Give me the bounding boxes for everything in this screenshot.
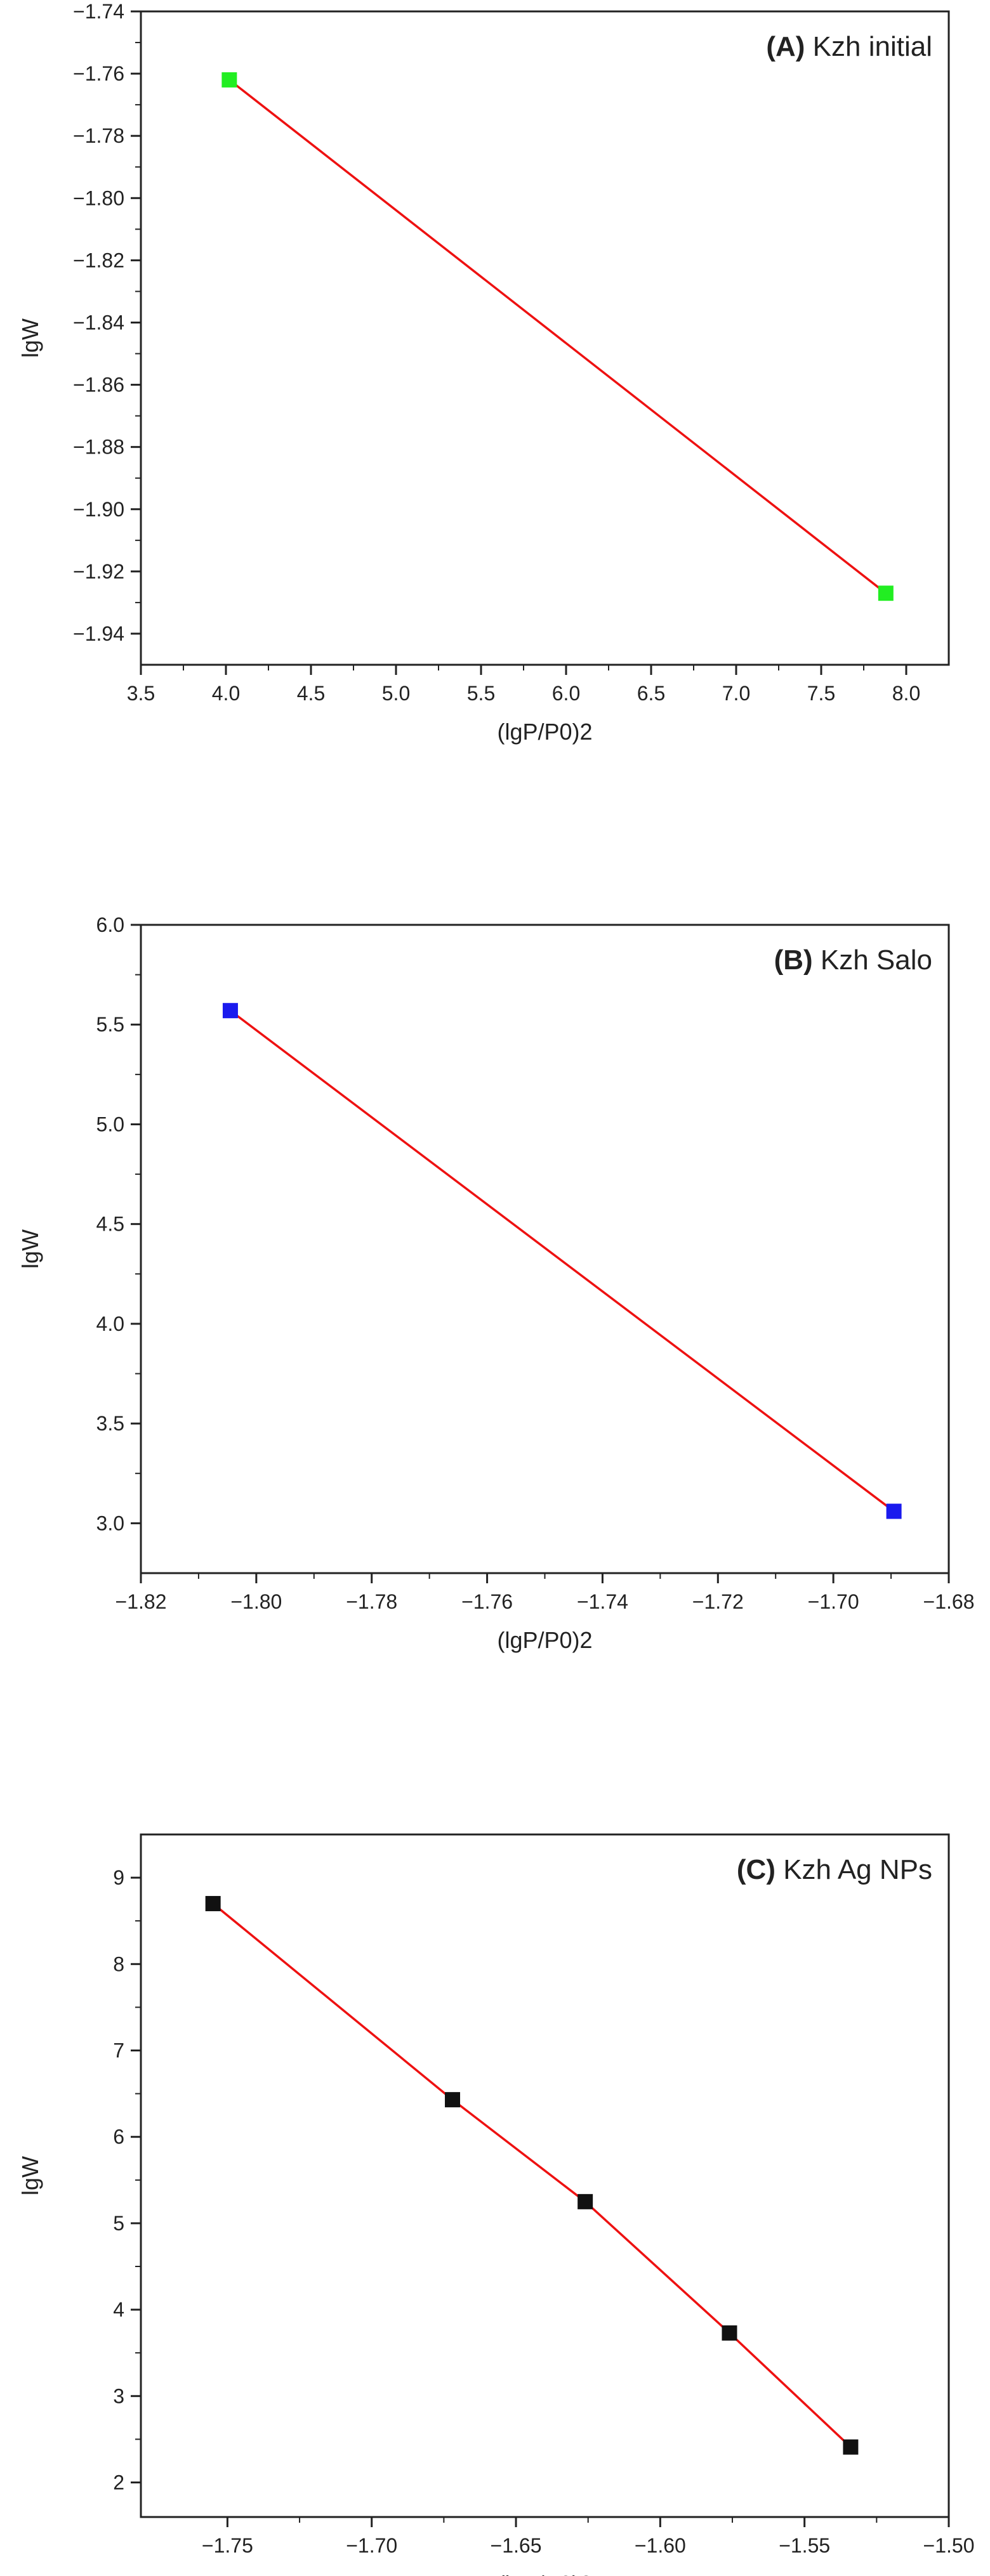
panel-a-x-tick-label: 6.0 [552,682,580,705]
panel-b-x-tick-label: −1.80 [230,1590,282,1613]
panel-a-y-tick-label: −1.84 [73,311,124,334]
panel-b-chart: −1.82 −1.80 −1.78 −1.76 −1.74 −1.72 −1.70 −1.68… [17,913,974,1653]
panel-b-x-tick-label: −1.74 [577,1590,628,1613]
panel-c-data-point [445,2092,461,2108]
panel-b-x-axis-title: (lgP/P0)2 [497,1627,592,1653]
panel-b-y-tick-label: 3.0 [96,1512,124,1534]
panel-b-x-tick-label: −1.72 [692,1590,744,1613]
panel-c-data-point [205,1895,221,1911]
panel-a-x-tick-label: 8.0 [892,682,920,705]
panel-b-x-tick-label: −1.70 [808,1590,859,1613]
panel-c-y-tick-label: 8 [113,1952,124,1975]
panel-b-x-tick-label: −1.76 [461,1590,513,1613]
panel-a-x-axis-title: (lgP/P0)2 [497,719,592,745]
panel-c-y-tick-label: 9 [113,1866,124,1889]
panel-b-title: (B) Kzh Salo [774,945,932,976]
panel-c-x-tick-label: −1.75 [202,2534,253,2557]
panel-b-y-tick-label: 6.0 [96,913,124,936]
panel-c-x-tick-label: −1.70 [346,2534,397,2557]
panel-c-title: (C) Kzh Ag NPs [737,1854,932,1885]
panel-b-data-point [222,1003,238,1019]
panel-c-chart: −1.75 −1.70 −1.65 −1.60 −1.55 −1.50 2 3 4 5 6 7 8 9 (l… [17,1833,975,2576]
panel-c-data-point [578,2194,593,2209]
panel-c-y-axis-title: lgW [17,2156,43,2195]
panel-c-y-tick-label: 5 [113,2212,124,2235]
panel-c-title-text: Kzh Ag NPs [776,1854,932,1885]
panel-a-x-tick-label: 5.5 [467,682,495,705]
panel-a-y-tick-label: −1.88 [73,436,124,459]
panel-b-x-tick-label: −1.68 [923,1590,975,1613]
panel-a-y-axis-title: lgW [17,318,43,358]
panel-c-y-tick-label: 3 [113,2384,124,2407]
panel-b-y-tick-label: 3.5 [96,1412,124,1435]
panel-a-y-tick-label: −1.86 [73,374,124,396]
panel-a-data-point [878,585,894,601]
panel-b-x-tick-label: −1.82 [116,1590,167,1613]
panel-b-title-text: Kzh Salo [813,945,932,976]
panel-b-data-point [886,1503,902,1519]
panel-c-x-axis-title: (lgP/P0)2 [497,2571,592,2576]
panel-c-y-tick-label: 2 [113,2471,124,2494]
panel-a-y-tick-label: −1.92 [73,560,124,583]
panel-a-y-tick-label: −1.80 [73,186,124,209]
panel-a-y-tick-label: −1.76 [73,62,124,85]
panel-b-y-tick-label: 5.5 [96,1013,124,1036]
panel-c-y-tick-label: 4 [113,2298,124,2321]
panel-c-data-point [843,2439,859,2455]
panel-a-x-tick-label: 6.5 [637,682,665,705]
panel-a-y-tick-label: −1.82 [73,249,124,271]
panel-a-x-tick-label: 4.0 [212,682,240,705]
panel-c-data-point [722,2325,737,2341]
panel-a-y-tick-label: −1.90 [73,498,124,521]
panel-b-y-tick-label: 5.0 [96,1113,124,1135]
panel-a-y-tick-label: −1.74 [73,0,124,23]
panel-c-y-tick-label: 6 [113,2126,124,2148]
panel-c-plot-frame [140,1833,950,2518]
panel-a-title-letter: (A) [766,31,805,62]
panel-a-title: (A) Kzh initial [766,31,932,62]
panel-a-x-tick-label: 3.5 [127,682,155,705]
panel-b-y-tick-label: 4.0 [96,1312,124,1335]
panel-a-x-tick-label: 4.5 [297,682,325,705]
panel-b-fit-line [229,1009,895,1512]
panel-c-x-tick-label: −1.50 [923,2534,975,2557]
panel-a-fit-line [228,79,887,594]
panel-a-y-tick-label: −1.78 [73,124,124,147]
panel-a-x-tick-label: 7.5 [807,682,835,705]
panel-b-y-tick-label: 4.5 [96,1213,124,1236]
panel-c-fit-line [212,1902,852,2448]
panel-c-x-tick-label: −1.65 [491,2534,542,2557]
panel-a-y-tick-label: −1.94 [73,622,124,645]
panel-a-x-tick-label: 7.0 [722,682,750,705]
panel-c-title-letter: (C) [737,1854,776,1885]
panel-a-x-tick-label: 5.0 [382,682,410,705]
panel-a-plot-frame [140,10,950,666]
panel-c-x-tick-label: −1.55 [779,2534,830,2557]
panel-b-y-axis-title: lgW [17,1229,43,1269]
panel-c-y-tick-label: 7 [113,2039,124,2062]
panel-b-x-tick-label: −1.78 [346,1590,397,1613]
panel-a-title-text: Kzh initial [805,31,932,62]
panel-c-x-tick-label: −1.60 [635,2534,686,2557]
panel-a-chart: 3.5 4.0 4.5 5.0 5.5 6.0 6.5 7.0 7.5 8.0 −1.74 −1.76… [17,0,950,745]
panel-b-title-letter: (B) [774,945,813,976]
panel-a-data-point [221,72,237,88]
